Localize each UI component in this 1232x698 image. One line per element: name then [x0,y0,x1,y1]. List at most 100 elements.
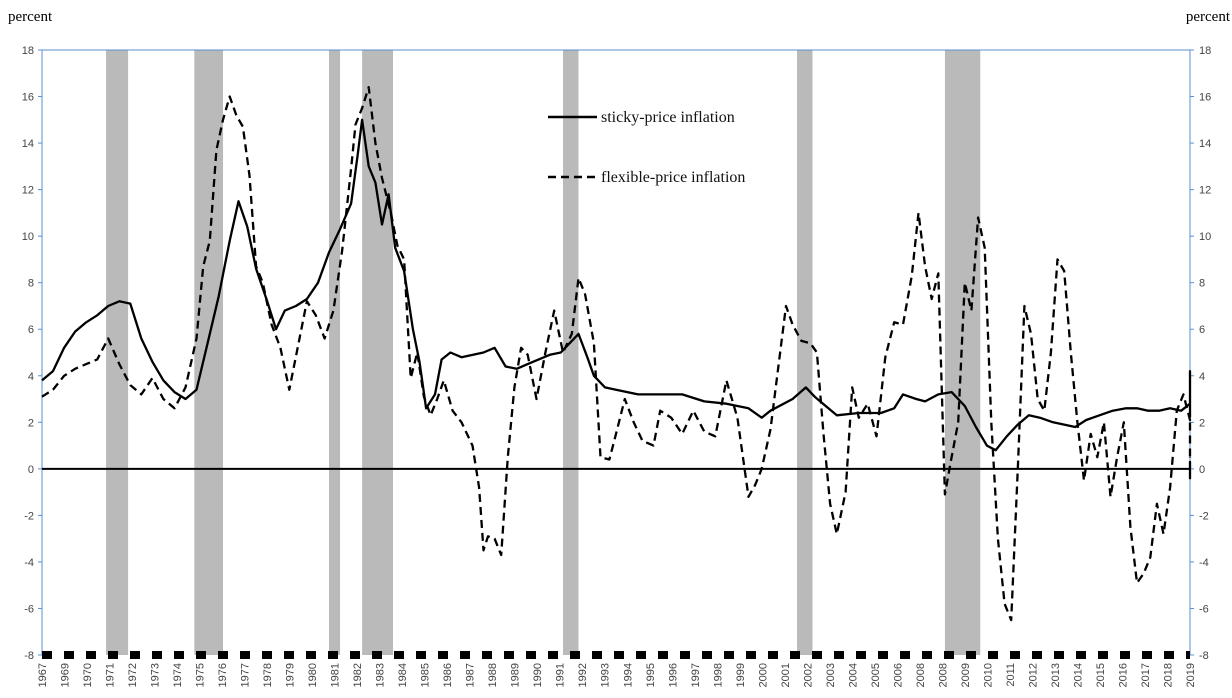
x-tick-label: 2000 [757,663,769,687]
x-tick-label: 2019 [1185,663,1197,687]
y-tick-label-left: 2 [28,417,34,429]
x-tick-label: 1979 [285,663,297,687]
x-tick-label: 1986 [442,663,454,687]
x-tick-label: 1983 [375,663,387,687]
recession-band-3 [362,50,394,655]
y-tick-label-right: 8 [1199,278,1205,290]
sticky-price-inflation-line [41,118,1191,452]
x-tick-label: 1970 [82,663,94,687]
x-tick-label: 1985 [420,663,432,687]
x-tick-label: 1980 [307,663,319,687]
x-tick-label: 1989 [510,663,522,687]
flexible-price-inflation-line [41,86,1192,622]
x-tick-label: 1996 [667,663,679,687]
x-tick-label: 2016 [1117,663,1129,687]
y-tick-label-left: 18 [22,45,34,57]
x-tick-label: 1971 [105,663,117,687]
x-tick-label: 1976 [217,663,229,687]
y-tick-label-right: 18 [1199,45,1211,57]
recession-band-0 [106,50,129,655]
x-tick-label: 1995 [645,663,657,687]
y-tick-label-right: 12 [1199,185,1211,197]
x-tick-label: 2015 [1095,663,1107,687]
x-tick-label: 1997 [690,663,702,687]
y-tick-label-left: -6 [24,603,34,615]
x-tick-label: 1981 [330,663,342,687]
x-tick-label: 2008 [937,663,949,687]
y-tick-label-right: 4 [1199,371,1205,383]
x-tick-label: 2010 [982,663,994,687]
right-unit-label: percent [1185,9,1230,25]
x-tick-label: 1969 [60,663,72,687]
x-tick-label: 1993 [600,663,612,687]
axes [41,49,1191,659]
x-tick-label: 1974 [172,663,184,687]
y-tick-label-left: 8 [28,278,34,290]
y-tick-label-left: 10 [22,231,34,243]
y-tick-label-left: 14 [22,138,34,150]
x-ticks: 1967 1969 1970 1971 1972 1973 1974 1975 1976 1977… [37,663,1197,687]
y-tick-label-right: 6 [1199,324,1205,336]
x-tick-label: 1977 [240,663,252,687]
y-tick-label-left: -8 [24,650,34,662]
x-tick-label: 2014 [1072,663,1084,687]
y-tick-label-right: 14 [1199,138,1211,150]
x-tick-label: 1973 [150,663,162,687]
x-tick-label: 2008 [915,663,927,687]
x-tick-label: 2003 [825,663,837,687]
series-lines [41,86,1192,622]
x-tick-label: 2002 [802,663,814,687]
y-tick-label-left: 4 [28,371,34,383]
x-tick-label: 2012 [1027,663,1039,687]
y-ticks-right: -8 -6 -4 -2 0 2 4 6 8 10 12 14 16 18 [1190,45,1211,662]
x-tick-label: 1982 [352,663,364,687]
x-tick-label: 2013 [1050,663,1062,687]
legend-label-sticky: sticky-price inflation [601,109,735,126]
x-tick-label: 2009 [960,663,972,687]
legend-label-flexible: flexible-price inflation [601,169,745,186]
y-tick-label-left: -2 [24,510,34,522]
x-tick-label: 2017 [1140,663,1152,687]
y-tick-label-right: 0 [1199,464,1205,476]
y-tick-label-left: 0 [28,464,34,476]
y-tick-label-left: 12 [22,185,34,197]
x-tick-label: 2004 [847,663,859,687]
y-tick-label-right: -8 [1199,650,1209,662]
x-tick-label: 1992 [577,663,589,687]
x-tick-label: 1978 [262,663,274,687]
x-tick-label: 1984 [397,663,409,687]
y-ticks-left: -8 -6 -4 -2 0 2 4 6 8 10 12 14 16 18 [22,45,42,662]
y-tick-label-right: -6 [1199,603,1209,615]
y-tick-label-right: 16 [1199,92,1211,104]
x-tick-label: 1972 [127,663,139,687]
x-tick-label: 1998 [712,663,724,687]
x-tick-label: 2018 [1162,663,1174,687]
legend: sticky-price inflation flexible-price in… [548,109,745,186]
y-tick-label-right: -2 [1199,510,1209,522]
x-tick-label: 1990 [532,663,544,687]
recession-band-1 [194,50,224,655]
recession-band-4 [563,50,579,655]
x-tick-label: 1994 [622,663,634,687]
y-tick-label-left: 6 [28,324,34,336]
x-tick-label: 2005 [870,663,882,687]
left-unit-label: percent [8,9,53,25]
recession-shading [106,50,981,655]
x-tick-label: 1975 [195,663,207,687]
x-tick-label: 1988 [487,663,499,687]
x-tick-label: 1987 [465,663,477,687]
x-tick-label: 2011 [1005,663,1017,687]
y-tick-label-right: 2 [1199,417,1205,429]
x-tick-label: 1967 [37,663,49,687]
y-tick-label-left: -4 [24,557,34,569]
y-tick-label-right: -4 [1199,557,1209,569]
x-tick-label: 1999 [735,663,747,687]
y-tick-label-right: 10 [1199,231,1211,243]
x-tick-label: 1991 [555,663,567,687]
recession-band-5 [797,50,813,655]
y-tick-label-left: 16 [22,92,34,104]
x-tick-label: 2006 [892,663,904,687]
recession-band-2 [329,50,341,655]
x-tick-label: 2001 [780,663,792,687]
